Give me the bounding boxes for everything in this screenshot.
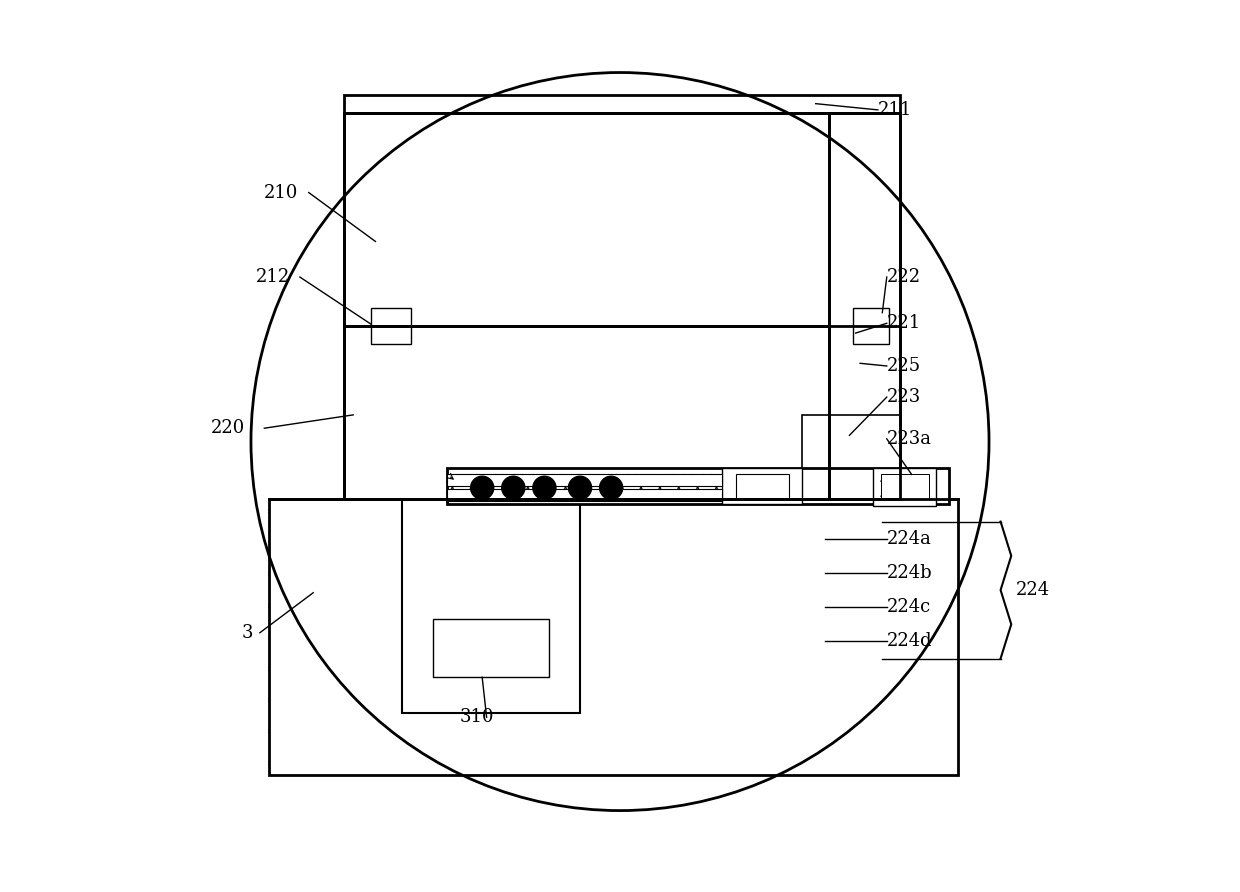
Bar	[269, 500, 959, 775]
Circle shape	[250, 72, 990, 811]
Bar	[830, 112, 900, 500]
Bar	[873, 468, 936, 506]
Text: 223a: 223a	[887, 430, 931, 448]
Bar	[853, 308, 889, 343]
Text: 224c: 224c	[887, 598, 931, 616]
Text: 223: 223	[887, 388, 921, 406]
Circle shape	[533, 476, 556, 500]
Bar	[830, 112, 900, 500]
Text: 224d: 224d	[887, 632, 932, 649]
Text: 212: 212	[255, 268, 290, 286]
Circle shape	[568, 476, 591, 500]
Text: 224: 224	[1016, 581, 1050, 599]
Text: 224b: 224b	[887, 564, 932, 582]
Text: 222: 222	[887, 268, 921, 286]
Bar	[345, 326, 830, 500]
Text: 225: 225	[887, 357, 921, 375]
Bar	[345, 326, 830, 500]
Text: 3: 3	[242, 624, 254, 641]
Text: 220: 220	[211, 419, 246, 437]
Bar	[402, 500, 580, 713]
Circle shape	[502, 476, 525, 500]
Text: 210: 210	[264, 184, 299, 202]
Bar	[880, 475, 930, 500]
Bar	[722, 468, 802, 504]
Bar	[735, 475, 789, 500]
Circle shape	[471, 476, 494, 500]
Circle shape	[600, 476, 622, 500]
Text: 224a: 224a	[887, 531, 931, 549]
Bar	[446, 475, 722, 486]
Bar	[345, 112, 900, 326]
Bar	[345, 95, 900, 112]
Bar	[802, 415, 900, 500]
Bar	[446, 468, 949, 504]
Bar	[446, 489, 722, 501]
Text: 211: 211	[878, 101, 913, 119]
Text: 221: 221	[887, 314, 921, 333]
Bar	[433, 619, 549, 677]
Bar	[371, 308, 410, 343]
Text: 310: 310	[460, 708, 495, 726]
Bar	[345, 112, 900, 326]
